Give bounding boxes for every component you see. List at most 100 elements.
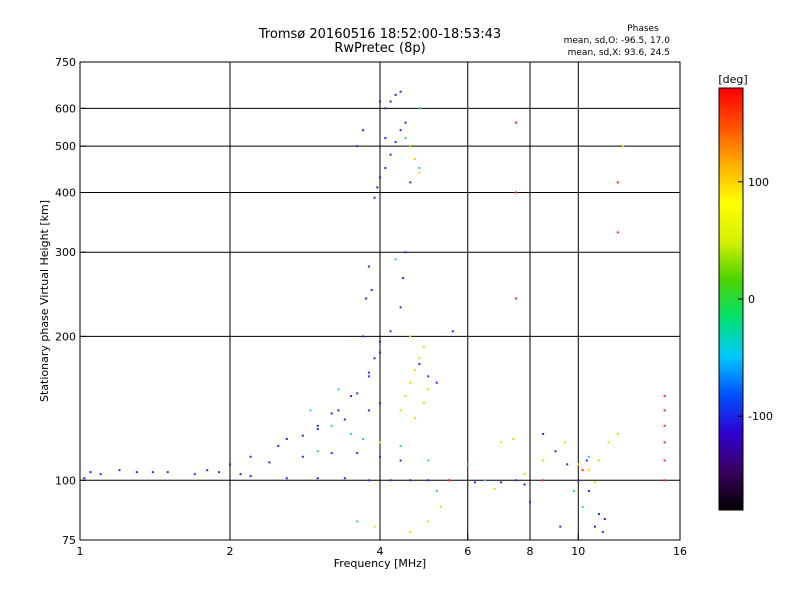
data-point (330, 424, 333, 427)
x-tick-label: 16 (673, 545, 687, 558)
data-point (409, 335, 412, 338)
data-point (356, 520, 359, 523)
data-point (447, 479, 450, 482)
data-point (404, 121, 407, 124)
axis-ticks: 1 2 4 6 8 10 16 75 100 200 300 400 500 600 750 (55, 56, 687, 558)
data-point (566, 463, 569, 466)
x-tick-label: 2 (227, 545, 234, 558)
data-point (439, 505, 442, 508)
data-point (285, 477, 288, 480)
x-tick-label: 8 (527, 545, 534, 558)
phase-stats-x: mean, sd,X: 93.6, 24.5 (568, 48, 670, 58)
x-axis-label: Frequency [MHz] (334, 557, 426, 570)
x-tick-label: 1 (77, 545, 84, 558)
data-point (249, 475, 252, 478)
data-point (399, 90, 402, 93)
data-point (616, 432, 619, 435)
phase-stats-o: mean, sd,O: -96.5, 17.0 (564, 36, 671, 46)
data-point (413, 369, 416, 372)
data-point (373, 525, 376, 528)
data-point (365, 297, 368, 300)
data-point (587, 489, 590, 492)
data-point (607, 441, 610, 444)
data-point (418, 357, 421, 360)
data-point (427, 459, 430, 462)
data-point (603, 517, 606, 520)
data-point (316, 428, 319, 431)
colorbar-tick-label: 100 (748, 176, 769, 189)
y-axis-label: Stationary phase Virtual Height [km] (38, 200, 51, 402)
data-point (418, 167, 421, 170)
data-point (399, 459, 402, 462)
data-point (581, 505, 584, 508)
data-point (376, 186, 379, 189)
data-point (515, 297, 518, 300)
data-point (427, 479, 430, 482)
data-point (367, 479, 370, 482)
data-point (89, 471, 92, 474)
data-point (427, 375, 430, 378)
data-point (577, 463, 580, 466)
data-point (379, 340, 381, 343)
grid-lines (80, 62, 680, 540)
phase-stats-label: Phases (627, 24, 659, 34)
data-point (593, 525, 596, 528)
data-point (394, 93, 397, 96)
y-tick-label: 600 (55, 102, 76, 115)
data-point (404, 395, 407, 398)
data-point (484, 479, 487, 482)
data-point (435, 381, 438, 384)
data-point (249, 455, 252, 458)
data-point (529, 501, 531, 504)
chart-subtitle: RwPretec (8p) (334, 41, 425, 56)
data-point (166, 471, 169, 474)
data-point (409, 145, 412, 148)
data-point (362, 335, 365, 338)
data-point (389, 330, 392, 333)
data-point (585, 459, 588, 462)
data-point (330, 452, 333, 455)
data-point (379, 455, 381, 458)
data-point (389, 153, 392, 156)
data-point (277, 444, 280, 447)
data-point (206, 469, 209, 472)
data-point (337, 409, 340, 412)
data-point (379, 402, 381, 405)
data-point (356, 452, 359, 455)
data-point (422, 402, 425, 405)
data-point (418, 171, 421, 174)
data-point (593, 481, 596, 484)
data-point (384, 107, 387, 110)
data-point (356, 145, 359, 148)
data-point (268, 461, 271, 464)
data-point (404, 251, 407, 254)
data-point (542, 459, 545, 462)
data-point (399, 409, 402, 412)
data-point (663, 409, 666, 412)
y-tick-label: 400 (55, 186, 76, 199)
data-point (587, 455, 590, 458)
data-point (135, 471, 138, 474)
colorbar-ticks: 100 0 -100 (738, 176, 773, 423)
data-point (409, 381, 412, 384)
data-point (379, 100, 381, 103)
data-point (577, 479, 580, 482)
data-point (418, 107, 421, 110)
data-point (559, 525, 562, 528)
data-point (493, 487, 496, 490)
data-point (597, 459, 600, 462)
data-point (83, 477, 86, 480)
data-point (435, 489, 438, 492)
data-point (316, 450, 319, 453)
data-point (330, 412, 333, 415)
data-point (394, 258, 397, 261)
data-point (301, 434, 304, 437)
data-point (384, 137, 387, 140)
data-point (404, 137, 407, 140)
data-point (118, 469, 121, 472)
data-point (337, 388, 340, 391)
data-point (422, 346, 425, 349)
data-point (622, 145, 625, 148)
x-tick-label: 4 (377, 545, 384, 558)
